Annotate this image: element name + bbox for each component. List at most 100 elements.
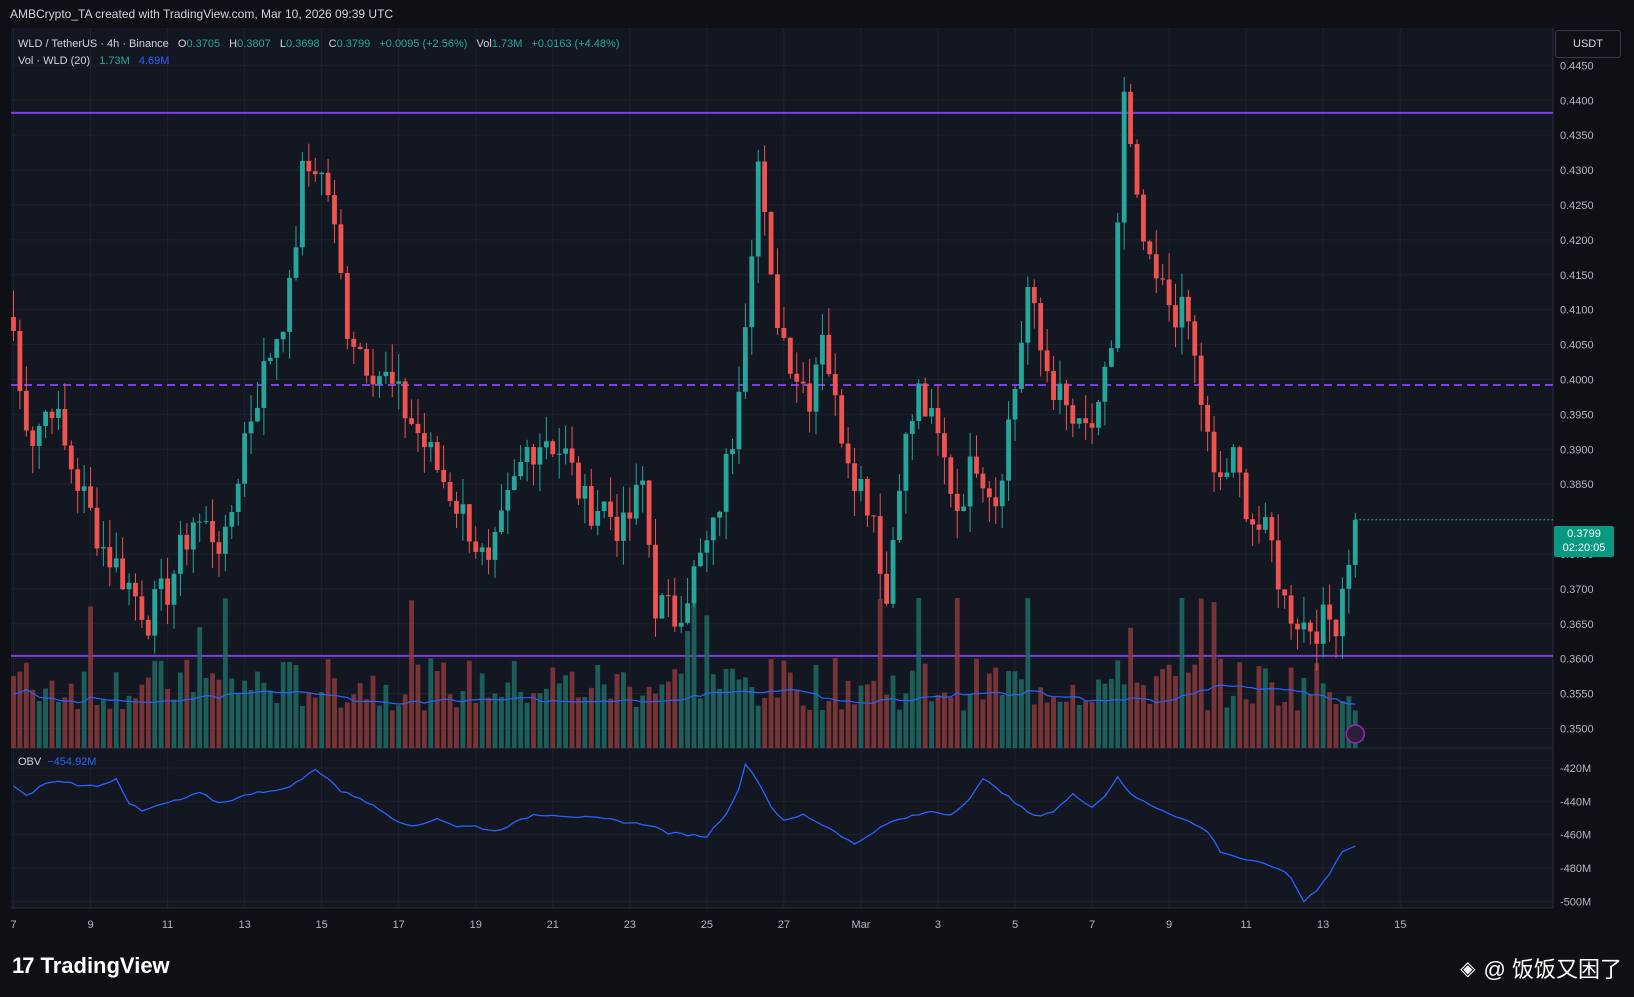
volume-bar: [794, 689, 800, 748]
volume-bar: [1006, 671, 1011, 748]
tradingview-logo[interactable]: 17 TradingView: [12, 948, 170, 984]
volume-bar: [909, 670, 915, 748]
price-tick-label: 0.4000: [1560, 374, 1594, 386]
volume-bar: [1198, 598, 1204, 748]
candle-body: [511, 476, 517, 491]
candle-body: [300, 160, 305, 248]
candle-body: [197, 521, 203, 523]
high-label: H: [229, 38, 238, 50]
volume-bar: [884, 694, 890, 748]
price-tick-label: 0.3650: [1560, 619, 1594, 631]
volume-bar: [287, 661, 292, 748]
candle-body: [749, 256, 755, 328]
candle-body: [858, 478, 864, 492]
volume-bar: [396, 705, 402, 748]
symbol-name[interactable]: WLD / TetherUS · 4h · Binance: [18, 38, 169, 50]
volume-bar: [203, 677, 209, 748]
volume-bar: [428, 658, 434, 748]
volume-bar: [550, 667, 556, 748]
price-chart-svg[interactable]: 0.4450 0.4400 0.4350 0.4300 0.4250 0.4200 0.41…: [0, 28, 1634, 938]
volume-bar: [858, 685, 864, 748]
candle-body: [1333, 619, 1339, 637]
candle-body: [1115, 222, 1121, 349]
candle-body: [1250, 519, 1255, 525]
candle-body: [235, 483, 241, 513]
volume-bar: [43, 688, 48, 748]
candle-body: [864, 478, 870, 516]
time-tick-label: 11: [1240, 919, 1251, 931]
candle-body: [903, 433, 909, 491]
candle-body: [794, 373, 800, 382]
obv-label[interactable]: OBV: [18, 756, 42, 768]
candle-body: [30, 430, 36, 447]
candle-body: [897, 490, 902, 541]
tradingview-logo-text: TradingView: [40, 953, 170, 978]
volume-bar: [1275, 705, 1281, 748]
volume-bar: [524, 702, 530, 748]
candle-body: [787, 337, 793, 374]
volume-bar: [601, 684, 607, 748]
volume-bar: [479, 673, 485, 748]
candle-body: [287, 277, 292, 332]
volume-bar: [832, 658, 838, 748]
candle-body: [1089, 423, 1095, 428]
volume-bar: [967, 693, 973, 748]
volume-bar: [1102, 683, 1108, 748]
volume-bar: [961, 710, 967, 748]
candle-body: [466, 504, 472, 542]
candle-body: [659, 595, 665, 619]
candle-body: [505, 490, 511, 511]
volume-bar: [710, 674, 716, 748]
candle-body: [1269, 517, 1275, 541]
candle-body: [49, 411, 55, 419]
candle-body: [1224, 472, 1230, 478]
volume-bar: [1153, 676, 1159, 748]
candle-body: [1096, 401, 1101, 428]
volume-bar: [325, 659, 331, 748]
chart-area[interactable]: 0.4450 0.4400 0.4350 0.4300 0.4250 0.4200 0.41…: [0, 28, 1634, 938]
candle-body: [1012, 388, 1018, 420]
candle-body: [293, 247, 299, 278]
volume-bar: [1192, 664, 1198, 748]
time-tick-label: 21: [547, 919, 559, 931]
volume-bar: [1044, 702, 1050, 748]
volume-bar: [903, 693, 909, 748]
price-tick-label: 0.3850: [1560, 479, 1594, 491]
price-tick-label: 0.3500: [1560, 723, 1594, 735]
price-tick-label: 0.4350: [1560, 130, 1594, 142]
currency-badge[interactable]: USDT: [1555, 30, 1621, 58]
low-value: 0.3698: [285, 38, 320, 50]
volume-bar: [30, 689, 36, 748]
volume-bar: [653, 693, 658, 748]
volume-bar: [929, 701, 934, 748]
volume-bar: [986, 673, 992, 748]
bar-countdown: 02:20:05: [1562, 542, 1606, 554]
volume-indicator-value: 1.73M: [99, 55, 130, 67]
volume-bar: [556, 683, 562, 748]
candle-body: [1320, 604, 1326, 644]
volume-bar: [261, 682, 267, 748]
candle-body: [1295, 623, 1300, 630]
candle-body: [576, 462, 581, 499]
volume-bar: [633, 706, 639, 748]
candle-body: [68, 445, 74, 470]
volume-bar: [1288, 667, 1294, 748]
volume-bar: [1185, 672, 1191, 748]
volume-bar: [216, 679, 222, 748]
volume-bar: [1346, 696, 1352, 748]
candle-body: [993, 497, 999, 507]
volume-bar: [415, 664, 421, 748]
candle-body: [621, 512, 626, 541]
volume-indicator-label[interactable]: Vol · WLD (20): [18, 55, 91, 67]
volume-ma-value: 4.69M: [138, 55, 170, 67]
volume-bar: [229, 678, 235, 748]
volume-bar: [1141, 685, 1146, 748]
volume-bar: [133, 698, 138, 748]
candle-body: [942, 433, 947, 458]
candle-body: [582, 485, 588, 499]
candle-body: [871, 515, 877, 517]
chart-credit-text: AMBCrypto_TA created with TradingView.co…: [10, 7, 394, 21]
obv-tick-label: -420M: [1560, 763, 1591, 775]
candle-body: [704, 540, 710, 553]
candle-body: [1076, 418, 1082, 424]
